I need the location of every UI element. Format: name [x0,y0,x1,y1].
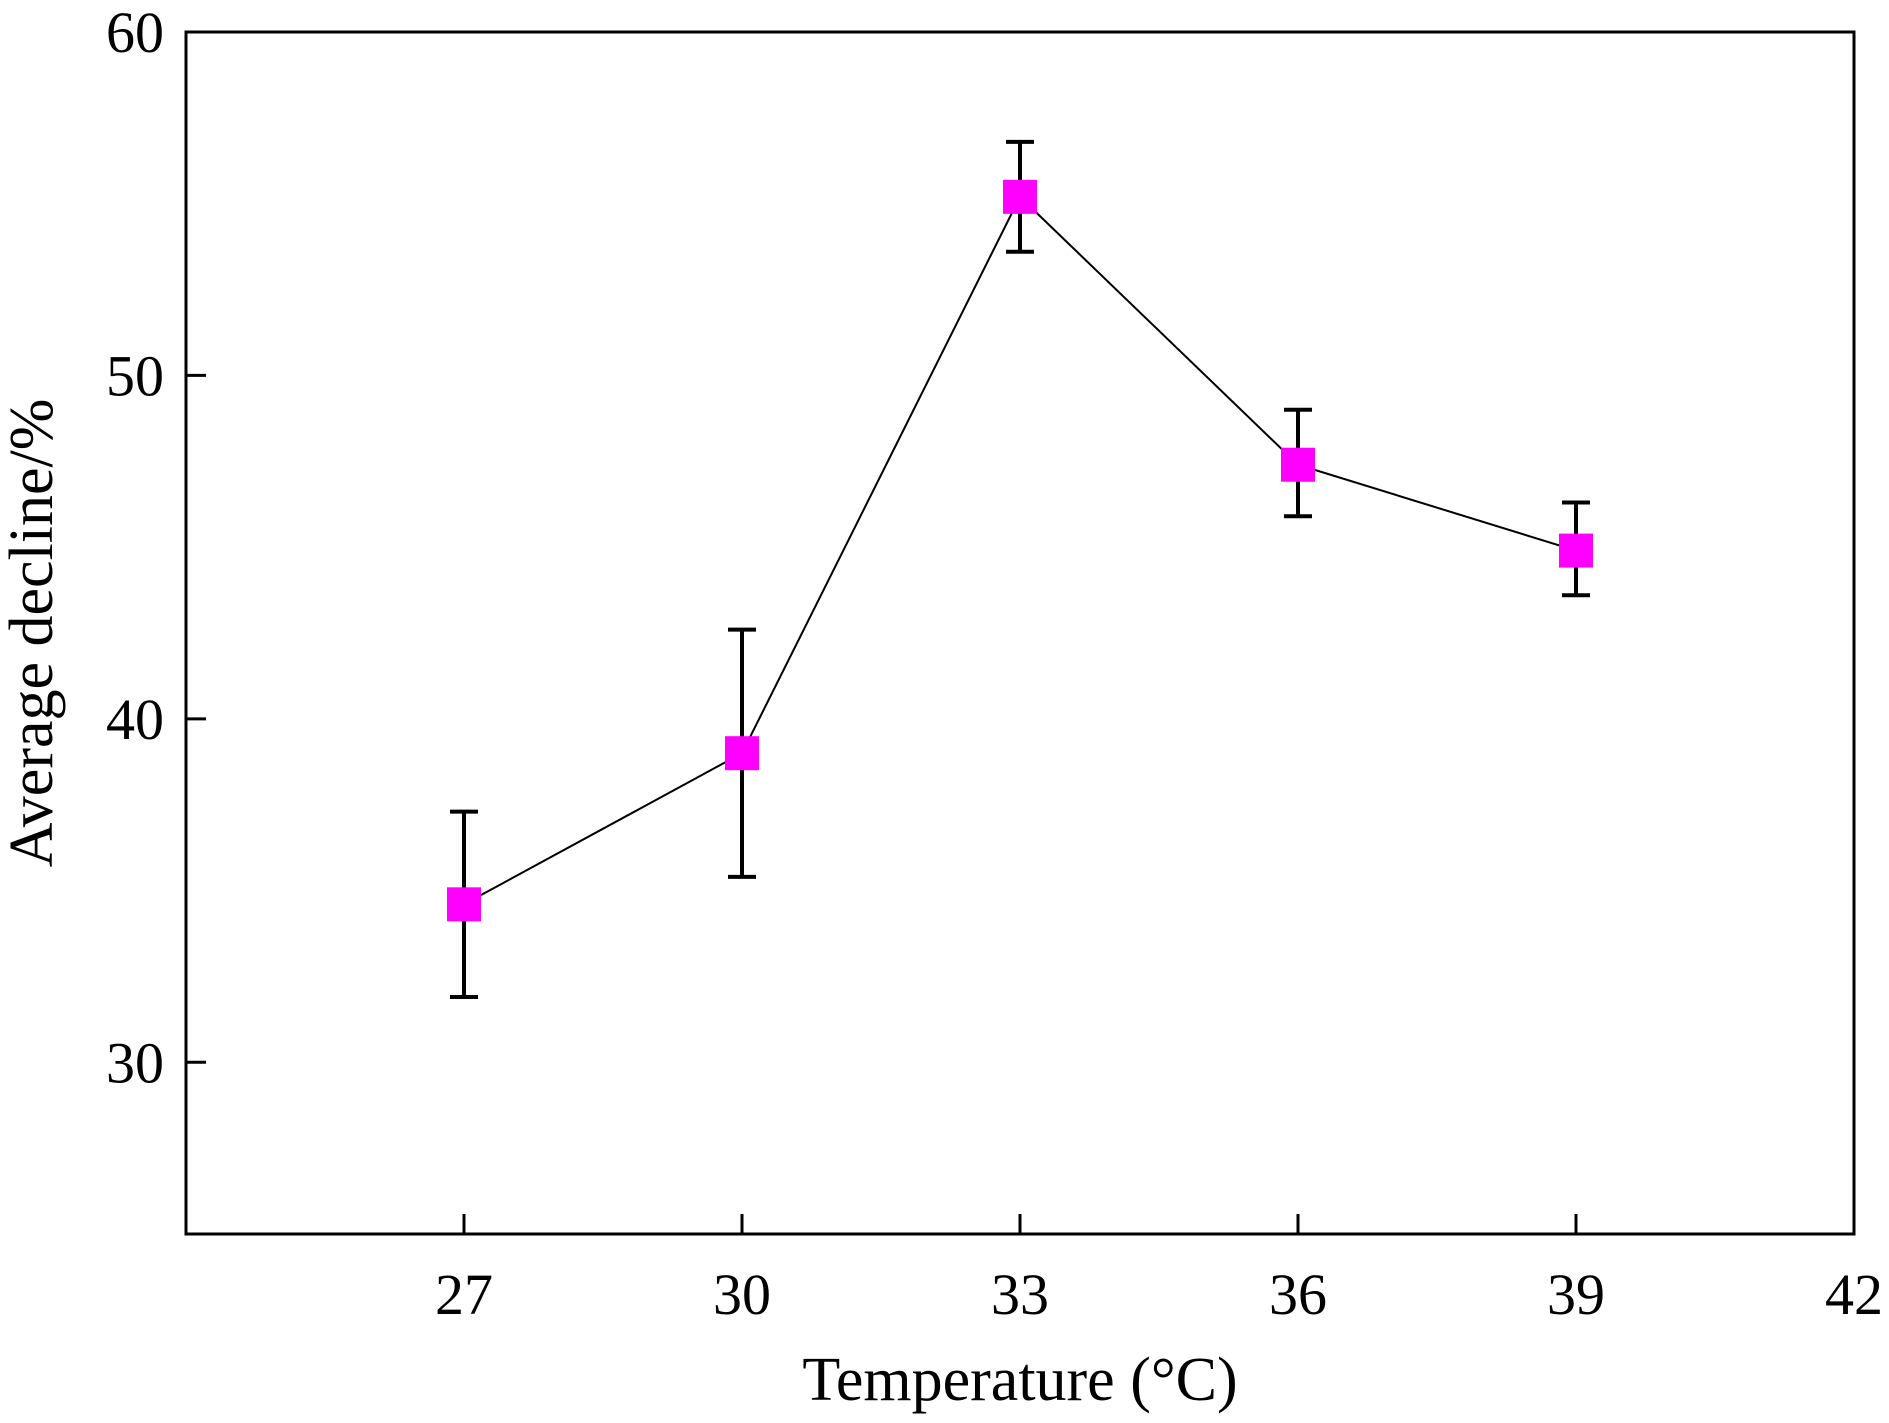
x-tick-label: 27 [435,1262,493,1327]
x-tick-label: 39 [1547,1262,1605,1327]
x-tick-label: 33 [991,1262,1049,1327]
data-point [447,887,481,922]
x-tick-label: 30 [713,1262,771,1327]
series-layer [447,139,1593,1000]
series-line [463,195,1577,906]
x-tick-label: 42 [1825,1262,1883,1327]
y-tick-label: 50 [106,343,164,408]
data-point [725,736,759,771]
data-point [1281,447,1315,482]
x-tick-label: 36 [1269,1262,1327,1327]
y-tick-label: 40 [106,687,164,752]
data-point [1003,179,1037,214]
y-tick-label: 60 [106,0,164,65]
y-tick-label: 30 [106,1030,164,1095]
data-point [1559,533,1593,568]
x-axis: 27 30 33 36 39 42 [435,1214,1883,1327]
y-axis: 30 40 50 60 [106,0,206,1095]
x-axis-title: Temperature (°C) [802,1346,1237,1414]
y-axis-title: Average decline/% [0,399,66,868]
